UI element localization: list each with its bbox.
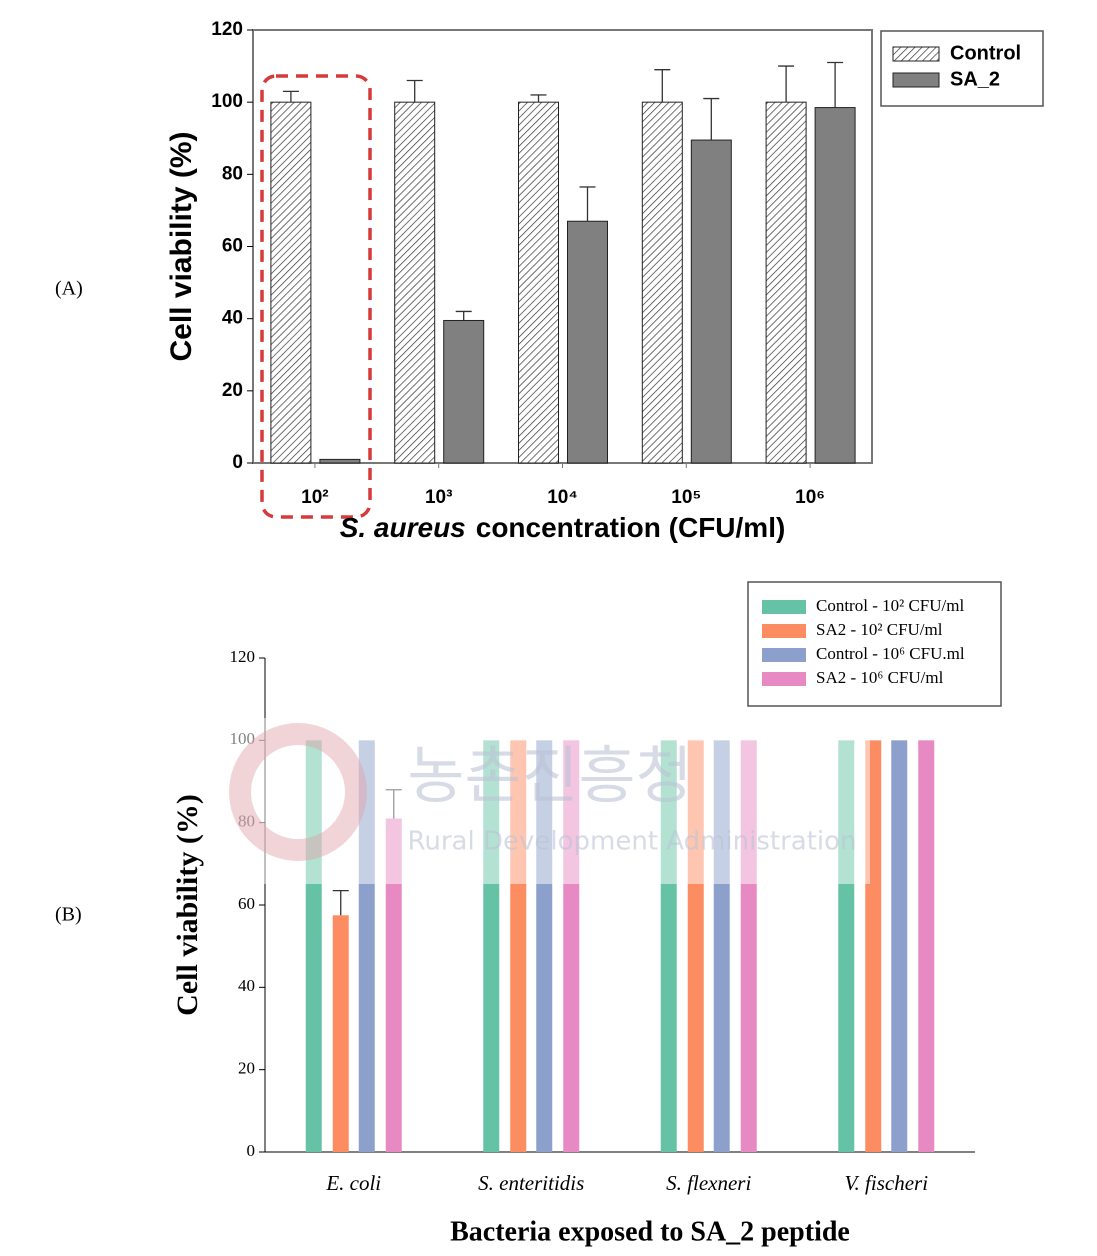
legend-label: Control - 10⁶ CFU.ml [816,644,965,663]
x-tick-label: 10³ [425,487,452,508]
x-axis-label-part: S. aureus [340,512,466,543]
x-tick-label: V. fischeri [844,1171,928,1195]
bar [332,915,349,1152]
error-bar [332,889,349,916]
x-tick-label: 10⁶ [795,487,825,508]
bar [385,818,402,1152]
legend-label: Control - 10² CFU/ml [816,596,964,615]
bar [443,319,485,464]
watermark: 농촌진흥청 Rural Development Administration [229,718,870,884]
error-bar [455,310,472,321]
legend-box [880,30,1044,107]
y-axis-label: Cell viability (%) [165,131,198,361]
legend-swatch [892,72,940,88]
bar [641,101,683,464]
y-tick-label: 20 [238,1059,255,1078]
bar [319,458,361,464]
bar [567,220,608,464]
x-tick-label: E. coli [325,1171,381,1195]
watermark-text: 농촌진흥청 [407,739,692,812]
highlight-box [260,74,372,519]
legend-label: SA2 - 10⁶ CFU/ml [816,668,944,687]
error-bar [406,79,423,103]
error-bar [703,97,720,141]
error-bar [778,65,795,103]
y-tick-label: 120 [230,647,256,666]
x-axis-label-part: concentration (CFU/ml) [476,512,786,543]
x-tick-label: 10² [301,487,328,508]
x-tick-label: S. enteritidis [478,1171,584,1195]
y-tick-label: 60 [222,236,243,257]
bar [518,101,559,464]
error-bar [282,90,299,103]
error-bar [579,186,596,222]
bar [765,101,807,464]
y-tick-label: 0 [247,1141,256,1160]
legend-label: SA_2 [950,68,1000,90]
bar [270,101,312,464]
error-bar [530,94,547,103]
y-tick-label: 60 [238,894,255,913]
legend-swatch [762,672,806,686]
y-axis-label: Cell viability (%) [171,794,204,1016]
legend-swatch [762,624,806,638]
watermark-text: Rural Development Administration [407,827,856,857]
bar [814,107,856,464]
legend-label: Control [950,42,1021,64]
watermark-logo [229,723,367,861]
y-tick-label: 20 [222,380,243,401]
y-tick-label: 0 [232,452,243,473]
y-tick-label: 40 [222,308,243,329]
x-tick-label: 10⁴ [547,487,578,508]
watermark-veil [230,718,870,884]
x-tick-label: S. flexneri [666,1171,751,1195]
error-bar [654,69,671,103]
bar [394,101,436,464]
y-tick-label: 120 [211,19,243,40]
x-axis-label: Bacteria exposed to SA_2 peptide [450,1216,850,1247]
x-axis-label: S. aureus concentration (CFU/ml) [340,512,786,543]
legend-swatch [892,46,940,62]
x-tick-label: 10⁵ [671,487,701,508]
legend-swatch [762,600,806,614]
y-tick-label: 80 [222,163,243,184]
y-tick-label: 40 [238,976,255,995]
bar [690,139,732,464]
panel-label: (B) [55,904,82,926]
bar [918,740,935,1152]
legend-swatch [762,648,806,662]
error-bar [827,61,844,108]
panel-label: (A) [55,278,83,300]
y-tick-label: 100 [211,91,243,112]
bar [891,740,908,1152]
legend-label: SA2 - 10² CFU/ml [816,620,943,639]
